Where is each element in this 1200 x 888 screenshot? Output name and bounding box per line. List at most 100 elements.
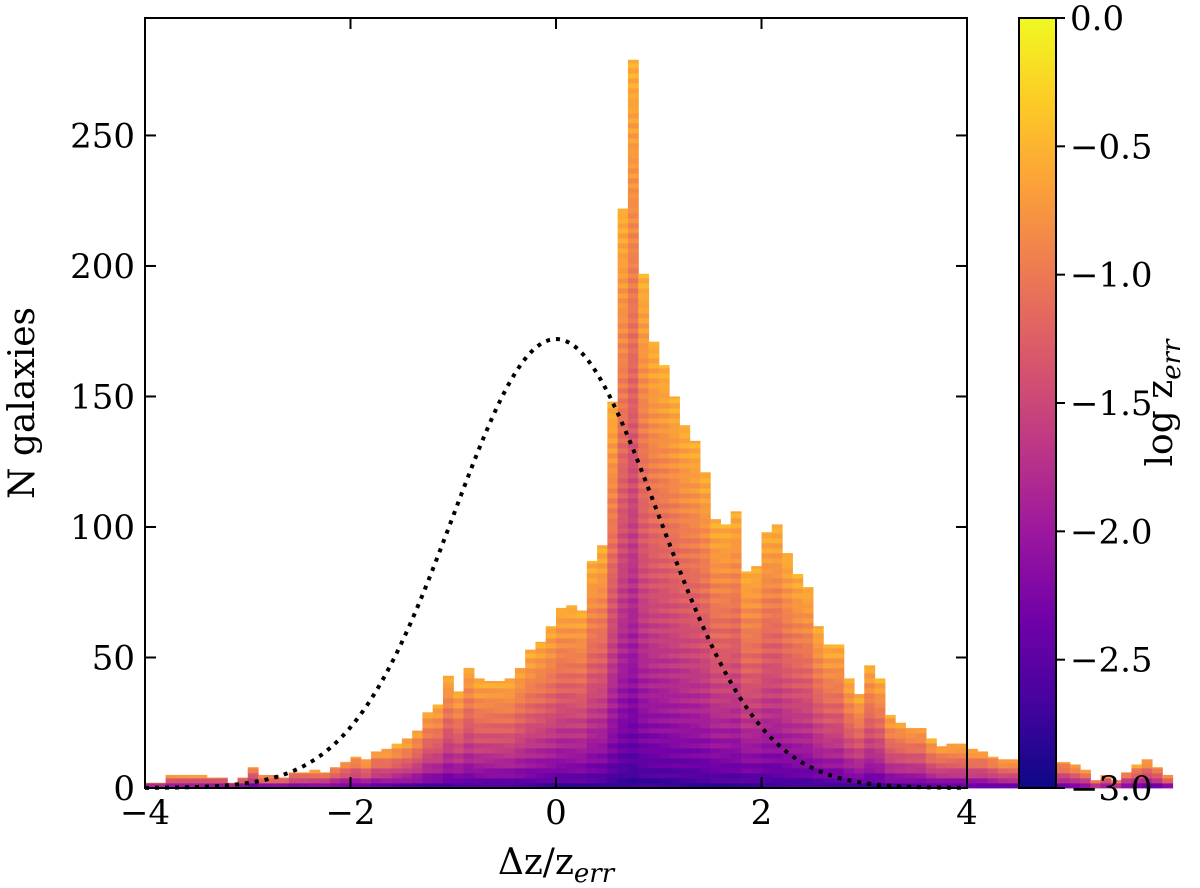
bar-segment xyxy=(648,563,660,569)
bar-segment xyxy=(638,658,650,664)
bar-segment xyxy=(463,678,475,684)
bar-segment xyxy=(484,728,495,734)
bar-segment xyxy=(812,758,824,764)
bar-segment xyxy=(710,578,721,584)
bar-segment xyxy=(658,518,670,524)
bar-segment xyxy=(638,728,650,734)
bar-segment xyxy=(658,513,670,519)
bar-segment xyxy=(627,633,639,639)
bar-segment xyxy=(576,658,588,664)
bar-segment xyxy=(576,783,588,789)
bar-segment xyxy=(648,358,660,364)
bar-segment xyxy=(699,528,711,534)
bar-segment xyxy=(823,743,835,749)
bar-segment xyxy=(638,338,650,344)
bar-segment xyxy=(874,703,886,709)
bar-segment xyxy=(566,628,578,634)
bar-segment xyxy=(607,578,619,584)
bar-segment xyxy=(751,618,763,624)
bar-segment xyxy=(566,713,578,719)
bar-segment xyxy=(494,728,506,734)
bar-segment xyxy=(658,583,670,589)
bar-segment xyxy=(751,688,763,694)
bar-segment xyxy=(648,703,660,709)
bar-segment xyxy=(884,748,896,754)
bar-segment xyxy=(309,783,321,789)
bar-segment xyxy=(689,703,701,709)
bar-segment xyxy=(617,618,629,624)
bar-segment xyxy=(884,743,896,749)
bar-segment xyxy=(669,628,680,634)
bar-segment xyxy=(535,718,547,724)
bar-segment xyxy=(761,713,773,719)
bar-segment xyxy=(761,583,773,589)
bar-segment xyxy=(607,523,619,529)
bar-segment xyxy=(669,433,680,439)
bar-segment xyxy=(905,748,917,754)
bar-segment xyxy=(730,758,742,764)
bar-segment xyxy=(730,618,742,624)
bar-segment xyxy=(607,488,619,494)
bar-segment xyxy=(792,623,804,629)
bar-segment xyxy=(843,703,855,709)
bar-segment xyxy=(607,768,619,774)
bar-segment xyxy=(792,633,804,639)
bar-segment xyxy=(761,538,773,544)
bar-segment xyxy=(597,603,608,609)
bar-segment xyxy=(617,398,629,404)
histogram-bar xyxy=(391,743,403,789)
bar-segment xyxy=(761,598,773,604)
bar-segment xyxy=(771,723,783,729)
bar-segment xyxy=(812,773,824,779)
bar-segment xyxy=(648,398,660,404)
bar-segment xyxy=(761,743,773,749)
bar-segment xyxy=(617,588,629,594)
bar-segment xyxy=(607,468,619,474)
bar-segment xyxy=(627,98,639,104)
bar-segment xyxy=(648,593,660,599)
bar-segment xyxy=(761,558,773,564)
bar-segment xyxy=(751,663,763,669)
bar-segment xyxy=(638,708,650,714)
bar-segment xyxy=(607,428,619,434)
bar-segment xyxy=(597,683,608,689)
bar-segment xyxy=(566,703,578,709)
bar-segment xyxy=(843,758,855,764)
bar-segment xyxy=(977,783,989,789)
bar-segment xyxy=(617,313,629,319)
bar-segment xyxy=(884,768,896,774)
bar-segment xyxy=(196,783,208,789)
bar-segment xyxy=(648,613,660,619)
bar-segment xyxy=(730,563,742,569)
bar-segment xyxy=(586,643,598,649)
bar-segment xyxy=(288,772,300,774)
bar-segment xyxy=(874,753,886,759)
bar-segment xyxy=(627,258,639,264)
bar-segment xyxy=(617,673,629,679)
bar-segment xyxy=(638,663,650,669)
bar-segment xyxy=(740,613,752,619)
bar-segment xyxy=(216,783,228,789)
x-tick-label: 2 xyxy=(751,793,773,833)
bar-segment xyxy=(771,698,783,704)
bar-segment xyxy=(648,658,660,664)
bar-segment xyxy=(1080,778,1091,784)
bar-segment xyxy=(802,678,814,684)
bar-segment xyxy=(956,758,968,764)
bar-segment xyxy=(720,778,732,784)
bar-segment xyxy=(792,783,804,789)
bar-segment xyxy=(432,783,444,789)
bar-segment xyxy=(494,693,506,699)
bar-segment xyxy=(689,648,701,654)
bar-segment xyxy=(627,253,639,259)
bar-segment xyxy=(617,323,629,329)
bar-segment xyxy=(627,593,639,599)
bar-segment xyxy=(627,298,639,304)
bar-segment xyxy=(617,213,629,219)
bar-segment xyxy=(669,558,680,564)
bar-segment xyxy=(514,748,526,754)
bar-segment xyxy=(1069,783,1081,789)
bar-segment xyxy=(638,508,650,514)
bar-segment xyxy=(648,378,660,384)
bar-segment xyxy=(175,778,187,784)
